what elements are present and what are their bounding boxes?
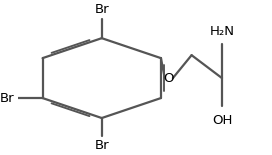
Text: OH: OH [212,114,232,127]
Text: Br: Br [0,92,15,105]
Text: Br: Br [94,3,109,16]
Text: O: O [163,72,174,85]
Text: Br: Br [94,139,109,152]
Text: H₂N: H₂N [209,25,234,38]
